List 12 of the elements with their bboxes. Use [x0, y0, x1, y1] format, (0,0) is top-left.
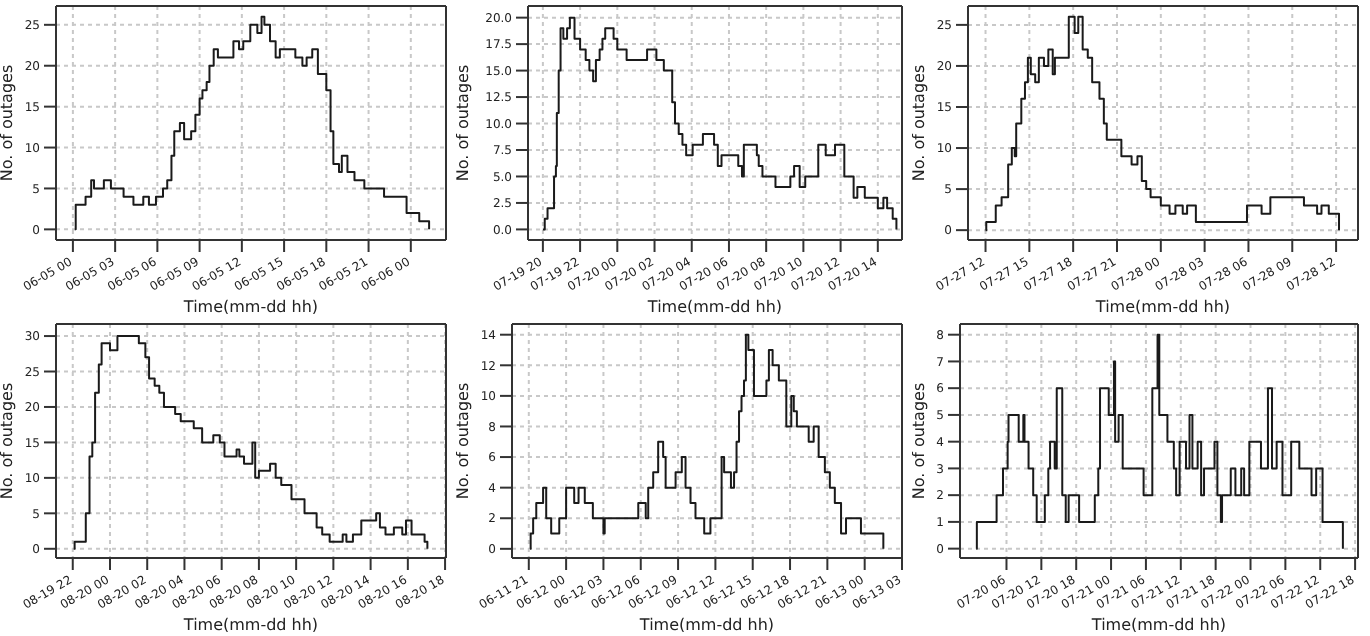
y-axis-title: No. of outages [454, 382, 472, 500]
x-axis-title: Time(mm-dd hh) [1089, 616, 1227, 634]
y-axis-title: No. of outages [0, 382, 16, 500]
x-axis-title: Time(mm-dd hh) [645, 298, 783, 316]
y-axis-title: No. of outages [0, 64, 16, 182]
y-axis-title: No. of outages [910, 64, 928, 182]
y-axis-title: No. of outages [454, 64, 472, 182]
x-axis-title: Time(mm-dd hh) [181, 298, 319, 316]
x-axis-title: Time(mm-dd hh) [637, 616, 775, 634]
y-axis-title: No. of outages [910, 382, 928, 500]
x-axis-title: Time(mm-dd hh) [181, 616, 319, 634]
x-axis-title: Time(mm-dd hh) [1093, 298, 1231, 316]
